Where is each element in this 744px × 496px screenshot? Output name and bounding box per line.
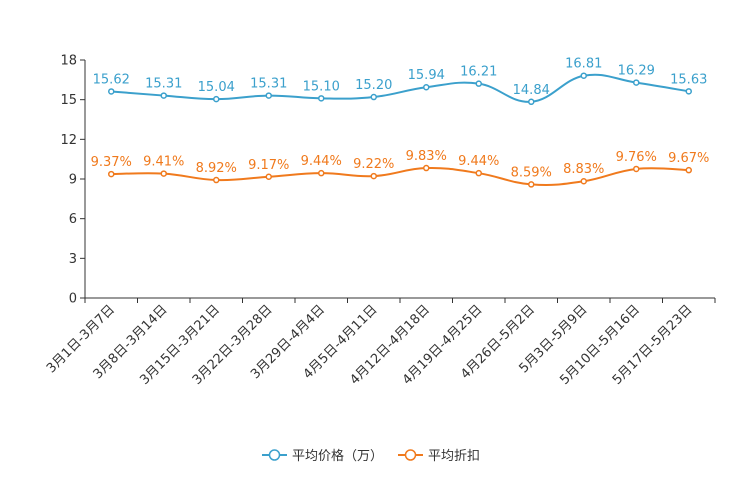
data-label: 16.81 xyxy=(565,57,602,72)
data-point[interactable] xyxy=(475,169,482,177)
legend-label: 平均折扣 xyxy=(428,449,480,464)
data-label: 9.44% xyxy=(458,154,499,169)
data-label: 16.29 xyxy=(618,64,655,79)
data-point[interactable] xyxy=(318,95,325,102)
data-label: 9.22% xyxy=(353,157,394,172)
data-point[interactable] xyxy=(633,79,640,86)
data-point[interactable] xyxy=(370,172,377,180)
data-point[interactable] xyxy=(423,164,430,172)
data-point[interactable] xyxy=(633,165,640,173)
series-line xyxy=(111,73,689,103)
data-label: 15.94 xyxy=(408,68,445,83)
data-point[interactable] xyxy=(108,170,115,178)
data-point[interactable] xyxy=(265,173,272,181)
data-label: 16.21 xyxy=(460,65,497,80)
data-point[interactable] xyxy=(160,92,167,99)
data-point[interactable] xyxy=(108,88,115,95)
data-label: 9.41% xyxy=(143,155,184,170)
y-tick-label: 0 xyxy=(69,292,77,307)
data-point[interactable] xyxy=(370,93,377,101)
data-point[interactable] xyxy=(528,181,535,188)
data-label: 15.62 xyxy=(93,72,130,87)
data-label: 8.59% xyxy=(511,165,552,180)
data-point[interactable] xyxy=(475,80,482,87)
legend-item-1[interactable]: 平均折扣 xyxy=(398,449,480,464)
data-label: 15.63 xyxy=(670,72,707,87)
data-label: 15.31 xyxy=(250,77,287,92)
series-1: 9.37% 9.41% 8.92% 9.17% 9.44% 9.22% 9.83% 9.44%… xyxy=(91,149,709,188)
data-label: 9.67% xyxy=(668,151,709,166)
data-point[interactable] xyxy=(423,83,430,91)
legend-marker-icon xyxy=(268,449,281,461)
data-label: 15.04 xyxy=(198,80,235,95)
y-tick-label: 6 xyxy=(69,212,77,227)
series-0: 15.62 15.31 15.04 15.31 15.10 15.20 15.94 16.21… xyxy=(93,57,707,106)
data-label: 15.10 xyxy=(303,79,340,94)
data-point[interactable] xyxy=(318,169,325,177)
data-point[interactable] xyxy=(213,95,220,103)
data-point[interactable] xyxy=(685,166,692,174)
y-tick-label: 18 xyxy=(60,54,77,69)
y-tick-label: 3 xyxy=(69,252,77,267)
data-label: 9.76% xyxy=(616,150,657,165)
data-point[interactable] xyxy=(160,170,167,177)
data-label: 9.44% xyxy=(301,154,342,169)
data-point[interactable] xyxy=(213,176,220,184)
y-tick-label: 15 xyxy=(60,93,77,108)
data-point[interactable] xyxy=(580,177,587,185)
series-layer: 15.62 15.31 15.04 15.31 15.10 15.20 15.94 16.21… xyxy=(91,57,709,188)
data-point[interactable] xyxy=(265,92,272,99)
data-label: 9.83% xyxy=(406,149,447,164)
y-tick-label: 9 xyxy=(69,173,77,188)
data-point[interactable] xyxy=(528,98,535,106)
series-line xyxy=(111,166,689,187)
y-tick-label: 12 xyxy=(60,133,77,148)
axes: 03691215183月1日-3月7日3月8日-3月14日3月15日-3月21日… xyxy=(44,54,716,388)
legend[interactable]: 平均价格（万） 平均折扣 xyxy=(262,448,480,464)
legend-item-0[interactable]: 平均价格（万） xyxy=(262,448,383,464)
data-label: 15.31 xyxy=(145,77,182,92)
data-label: 14.84 xyxy=(513,83,550,98)
data-label: 8.83% xyxy=(563,162,604,177)
data-label: 15.20 xyxy=(355,78,392,93)
legend-marker-icon xyxy=(404,449,417,461)
legend-label: 平均价格（万） xyxy=(292,448,383,464)
data-point[interactable] xyxy=(685,88,692,95)
data-label: 9.17% xyxy=(248,158,289,173)
data-label: 9.37% xyxy=(91,155,132,170)
data-point[interactable] xyxy=(580,72,587,79)
data-label: 8.92% xyxy=(196,161,237,176)
